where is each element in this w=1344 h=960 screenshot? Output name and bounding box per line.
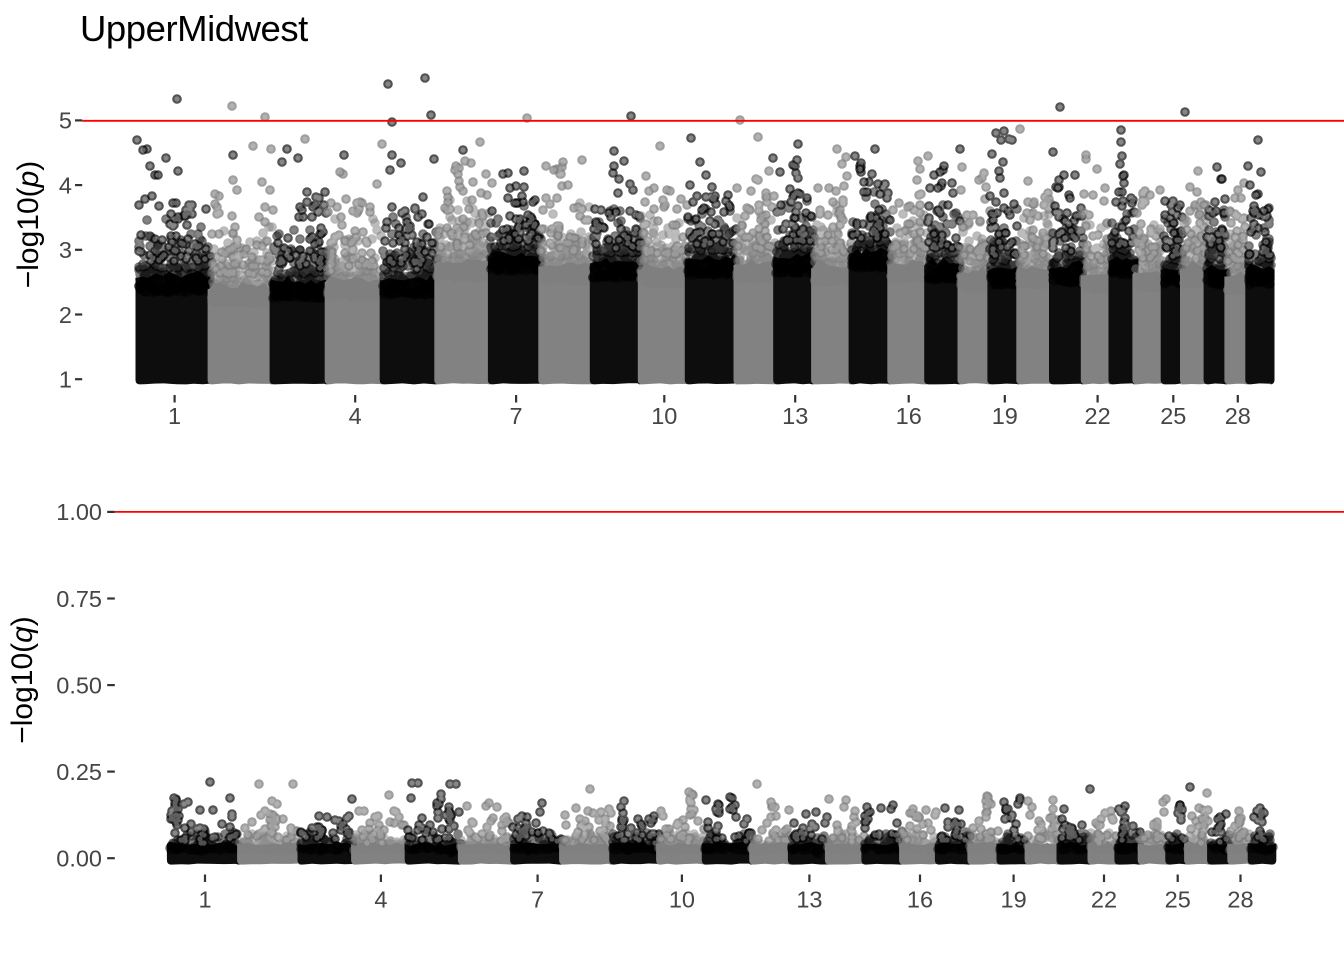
svg-text:4: 4 [59,172,72,198]
svg-text:−log10(q): −log10(q) [6,616,39,744]
svg-text:UpperMidwest: UpperMidwest [80,8,308,49]
svg-text:4: 4 [374,887,387,913]
svg-text:0.50: 0.50 [56,672,102,698]
svg-text:13: 13 [782,403,808,429]
svg-text:28: 28 [1225,403,1251,429]
svg-text:2: 2 [59,302,72,328]
svg-text:13: 13 [796,887,822,913]
svg-text:−log10(p): −log10(p) [12,161,45,289]
svg-text:22: 22 [1085,403,1111,429]
svg-text:1: 1 [198,887,211,913]
svg-text:25: 25 [1165,887,1191,913]
svg-text:0.00: 0.00 [56,846,102,872]
svg-text:7: 7 [510,403,523,429]
svg-text:0.25: 0.25 [56,759,102,785]
svg-text:10: 10 [669,887,695,913]
svg-text:19: 19 [992,403,1018,429]
svg-text:28: 28 [1227,887,1253,913]
svg-text:1: 1 [168,403,181,429]
svg-text:1.00: 1.00 [56,499,102,525]
svg-text:7: 7 [531,887,544,913]
svg-text:4: 4 [349,403,362,429]
svg-text:10: 10 [651,403,677,429]
svg-text:0.75: 0.75 [56,586,102,612]
svg-text:3: 3 [59,237,72,263]
svg-text:5: 5 [59,108,72,134]
svg-text:22: 22 [1091,887,1117,913]
svg-text:1: 1 [59,367,72,393]
svg-text:16: 16 [907,887,933,913]
svg-text:25: 25 [1160,403,1186,429]
svg-text:16: 16 [896,403,922,429]
svg-text:19: 19 [1001,887,1027,913]
